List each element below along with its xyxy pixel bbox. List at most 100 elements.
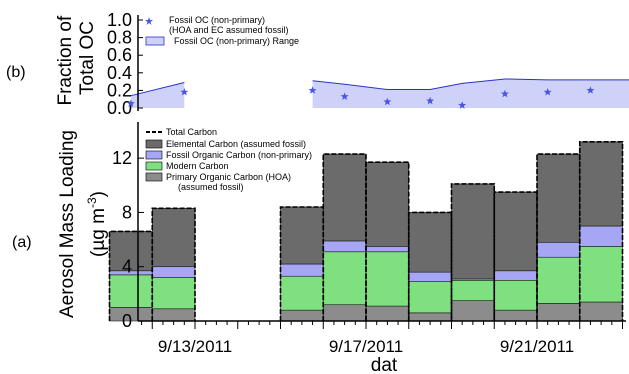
bar-segment: [579, 225, 623, 247]
panel-a-axes: [137, 122, 626, 322]
legend-elemental-swatch: [145, 139, 163, 149]
panel-b-legend: Fossil OC (non-primary) (HOA and EC assu…: [145, 15, 299, 46]
panel-b-y-tick-label: 1.0: [107, 10, 132, 30]
stacked-bars: [109, 141, 623, 322]
total-carbon-bar: [578, 141, 624, 321]
panel-a-y-tick-label: 4: [122, 257, 132, 277]
bar-segment: [151, 208, 196, 268]
panel-b-label: (b): [6, 64, 26, 81]
fossil-oc-point: [383, 97, 392, 106]
panel-a-y-title: Aerosol Mass Loading (µg m-3): [57, 130, 109, 318]
panel-a-y-tick-label: 8: [122, 202, 132, 222]
fossil-oc-point: [426, 96, 435, 105]
bar-segment: [536, 256, 581, 304]
panel-a-y-title-unit: (µg m-3): [85, 191, 109, 257]
panel-a-y-unit-close: ): [88, 191, 109, 197]
fossil-oc-point: [126, 99, 135, 107]
fossil-oc-point: [308, 86, 317, 94]
fossil-oc-point: [586, 86, 595, 94]
x-tick-label-9-13: 9/13/2011: [158, 337, 232, 356]
bar-segment: [151, 308, 196, 322]
bar-segment: [365, 305, 410, 322]
bar-segment: [451, 300, 495, 322]
legend-primary-note: (assumed fossil): [178, 182, 244, 192]
bar-segment: [280, 263, 324, 277]
panel-b-y-tick-label: 0.8: [107, 28, 132, 48]
panel-a-y-unit-exp: -3: [85, 197, 99, 208]
bar-segment: [536, 303, 581, 322]
bar-segment: [579, 141, 623, 227]
bar-segment: [408, 281, 452, 314]
panel-b-y-title: Fraction of Total OC: [55, 10, 98, 105]
legend-fossil-oc: Fossil OC (non-primary): [169, 15, 265, 25]
total-carbon-bar: [407, 211, 453, 321]
panel-b: (b) Fraction of Total OC 0.00.20.40.60.8…: [6, 10, 629, 118]
bar-segment: [151, 277, 196, 310]
fossil-oc-point: [340, 92, 349, 100]
fossil-oc-point: [543, 87, 552, 96]
bar-segment: [579, 301, 623, 322]
bar-segment: [280, 275, 324, 311]
x-tick-label-9-21: 9/21/2011: [500, 337, 574, 356]
bar-segment: [408, 212, 452, 273]
panel-a-y-tick-label: 0: [122, 311, 132, 331]
panel-a-legend: Total Carbon Elemental Carbon (assumed f…: [145, 127, 312, 192]
legend-fossil-oc-range: Fossil OC (non-primary) Range: [174, 36, 299, 46]
range-band-upper-line: [312, 78, 629, 91]
total-carbon-outline: [108, 141, 624, 321]
panel-a-label: (a): [12, 234, 32, 251]
x-axis-title: dat: [371, 355, 398, 374]
fossil-oc-point: [180, 87, 189, 96]
bar-segment: [451, 183, 495, 280]
legend-range-swatch: [145, 36, 165, 46]
legend-elemental: Elemental Carbon (assumed fossil): [166, 139, 306, 149]
panel-b-y-tick-label: 0.6: [107, 45, 132, 65]
panel-b-y-tick-label: 0.0: [107, 98, 132, 118]
total-carbon-bar: [493, 191, 538, 321]
range-band-upper-line: [130, 81, 185, 97]
fossil-oc-points: [126, 86, 595, 109]
legend-total-carbon: Total Carbon: [166, 127, 217, 137]
bar-segment: [109, 274, 153, 308]
legend-fossil-oc-swatch: [145, 150, 163, 160]
panel-a: (a) Aerosol Mass Loading (µg m-3) 04812 …: [12, 122, 626, 374]
fossil-oc-point: [500, 89, 509, 98]
legend-modern: Modern Carbon: [166, 161, 229, 171]
panel-b-y-title-line1: Fraction of: [55, 15, 76, 105]
bar-segment: [451, 279, 495, 301]
bar-segment: [365, 161, 410, 247]
legend-fossil-oc-a: Fossil Organic Carbon (non-primary): [166, 150, 312, 160]
panel-b-y-tick-label: 0.2: [107, 80, 132, 100]
bar-segment: [365, 246, 410, 253]
panel-a-y-title-main: Aerosol Mass Loading: [57, 130, 78, 318]
panel-b-y-ticks: 0.00.20.40.60.81.0: [107, 10, 143, 118]
fossil-oc-point: [458, 101, 467, 109]
total-carbon-bar: [151, 207, 196, 321]
panel-a-x-ticks: [141, 321, 623, 329]
legend-star-icon: [145, 17, 153, 25]
bar-segment: [493, 279, 538, 311]
legend-primary: Primary Organic Carbon (HOA): [166, 172, 291, 182]
range-band-segment: [130, 82, 185, 108]
panel-b-y-title-line2: Total OC: [77, 21, 98, 95]
panel-a-y-tick-label: 12: [112, 148, 132, 168]
bar-segment: [579, 246, 623, 303]
panel-a-y-unit-base: (µg m: [88, 208, 109, 257]
bar-segment: [322, 251, 367, 306]
panel-b-y-tick-label: 0.4: [107, 63, 132, 83]
bar-segment: [280, 206, 324, 265]
bar-segment: [322, 153, 367, 242]
panel-a-y-ticks: 0 4 8 12: [112, 148, 144, 331]
bar-segment: [365, 251, 410, 307]
total-carbon-bar: [450, 183, 496, 321]
bar-segment: [322, 304, 367, 322]
bar-segment: [493, 191, 538, 272]
bar-segment: [493, 309, 538, 322]
legend-primary-swatch: [145, 172, 163, 182]
bar-segment: [536, 153, 581, 243]
bar-segment: [408, 271, 452, 282]
x-tick-label-9-17: 9/17/2011: [329, 337, 403, 356]
bar-segment: [536, 241, 581, 258]
range-band-segment: [312, 78, 629, 108]
